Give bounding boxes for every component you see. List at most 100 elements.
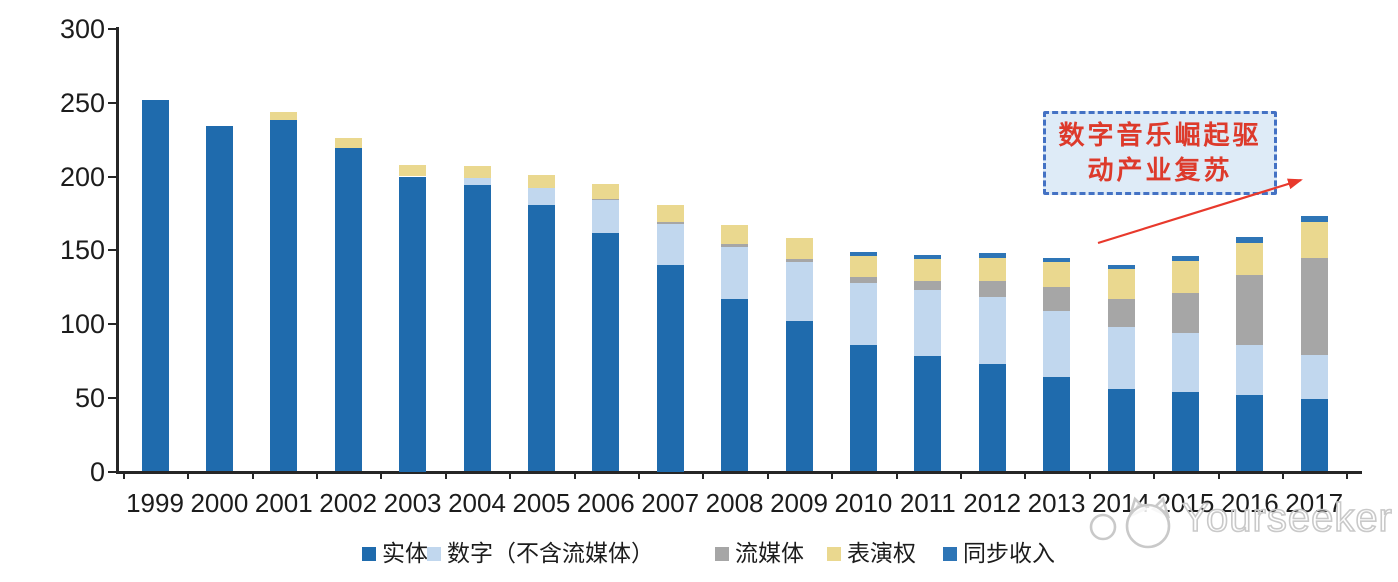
legend-label-digital: 数字（不含流媒体） bbox=[447, 541, 654, 567]
x-label-2010: 2010 bbox=[834, 488, 893, 518]
bar-2014-sync bbox=[1107, 265, 1135, 270]
legend-label-performance: 表演权 bbox=[847, 541, 916, 567]
bar-2011-performance bbox=[914, 259, 942, 282]
bar-2008-digital bbox=[721, 247, 749, 299]
y-label-100: 100 bbox=[59, 309, 105, 339]
x-tick-3 bbox=[316, 472, 318, 479]
y-tick-0 bbox=[108, 470, 117, 473]
watermark-brand: Yourseeker bbox=[1181, 495, 1393, 541]
x-tick-8 bbox=[638, 472, 640, 479]
bar-2002-performance bbox=[334, 138, 362, 149]
x-label-2007: 2007 bbox=[641, 488, 700, 518]
x-tick-5 bbox=[444, 472, 447, 479]
x-label-2003: 2003 bbox=[383, 488, 442, 518]
bar-2008-streaming bbox=[721, 244, 749, 248]
bar-2006-digital bbox=[592, 200, 620, 233]
x-label-2005: 2005 bbox=[512, 488, 571, 518]
bar-2009-performance bbox=[785, 238, 813, 260]
y-tick-150 bbox=[108, 249, 117, 252]
x-label-2013: 2013 bbox=[1027, 488, 1086, 518]
legend-swatch-performance bbox=[827, 547, 841, 561]
bar-2009-digital bbox=[785, 262, 813, 322]
bar-2005-physical bbox=[527, 204, 555, 472]
bar-2003-physical bbox=[399, 176, 427, 472]
bar-2016-digital bbox=[1236, 344, 1264, 395]
bar-2015-performance bbox=[1171, 260, 1199, 293]
bar-2003-performance bbox=[399, 164, 427, 177]
y-tick-50 bbox=[108, 396, 117, 399]
y-axis-line bbox=[116, 27, 119, 474]
x-axis-line bbox=[116, 471, 1362, 474]
x-tick-6 bbox=[509, 472, 512, 479]
x-tick-7 bbox=[573, 472, 576, 479]
bar-2012-performance bbox=[978, 257, 1006, 282]
x-tick-1 bbox=[187, 472, 190, 479]
bar-2008-physical bbox=[721, 298, 749, 472]
x-tick-19 bbox=[1346, 472, 1349, 479]
y-tick-100 bbox=[108, 323, 117, 325]
bar-2012-sync bbox=[978, 253, 1006, 258]
legend-swatch-streaming bbox=[715, 547, 729, 561]
x-label-2000: 2000 bbox=[190, 488, 249, 518]
bar-2013-performance bbox=[1043, 262, 1071, 288]
bar-2010-streaming bbox=[849, 276, 877, 283]
x-label-2009: 2009 bbox=[770, 488, 828, 518]
bar-2004-performance bbox=[463, 166, 491, 178]
x-tick-12 bbox=[895, 472, 898, 479]
legend-label-physical: 实体 bbox=[382, 541, 428, 567]
legend-item-performance: 表演权 bbox=[827, 540, 916, 569]
legend-swatch-sync bbox=[943, 547, 957, 561]
bar-2006-performance bbox=[592, 183, 620, 199]
legend-swatch-physical bbox=[362, 547, 376, 561]
x-label-2006: 2006 bbox=[576, 488, 635, 518]
bar-2007-physical bbox=[656, 265, 684, 472]
x-tick-10 bbox=[766, 472, 769, 479]
cat-logo-icon bbox=[1089, 496, 1171, 549]
annotation-text-line1: 数字音乐崛起驱 bbox=[1058, 121, 1262, 151]
y-label-200: 200 bbox=[59, 161, 105, 192]
y-tick-200 bbox=[108, 175, 117, 178]
legend-item-digital: 数字（不含流媒体） bbox=[427, 540, 654, 569]
bar-2000-physical bbox=[205, 126, 233, 472]
bar-2013-digital bbox=[1043, 310, 1071, 378]
bar-2010-performance bbox=[849, 256, 877, 277]
bar-2010-digital bbox=[849, 282, 877, 345]
bar-2004-physical bbox=[463, 185, 491, 472]
bar-2013-physical bbox=[1043, 377, 1071, 472]
y-label-0: 0 bbox=[89, 456, 105, 487]
x-tick-11 bbox=[831, 472, 834, 479]
bar-2011-physical bbox=[914, 356, 942, 472]
legend-label-streaming: 流媒体 bbox=[735, 541, 804, 567]
x-tick-9 bbox=[702, 472, 705, 479]
x-label-1999: 1999 bbox=[126, 488, 184, 518]
bar-2011-streaming bbox=[914, 281, 942, 291]
bar-2012-digital bbox=[978, 297, 1006, 364]
bar-2017-digital bbox=[1300, 354, 1328, 400]
y-label-300: 300 bbox=[59, 14, 105, 44]
watermark: Yourseeker bbox=[1086, 494, 1393, 550]
x-label-2002: 2002 bbox=[319, 488, 378, 518]
annotation-text-line2: 动产业复苏 bbox=[1087, 156, 1233, 186]
x-label-2004: 2004 bbox=[448, 488, 506, 518]
bar-2011-digital bbox=[914, 290, 942, 357]
bar-2014-streaming bbox=[1107, 298, 1135, 327]
bar-2015-sync bbox=[1171, 256, 1199, 261]
legend-swatch-digital bbox=[427, 547, 441, 561]
x-tick-14 bbox=[1024, 472, 1027, 479]
x-tick-17 bbox=[1217, 472, 1220, 479]
y-label-50: 50 bbox=[74, 382, 105, 413]
bar-2016-performance bbox=[1236, 242, 1264, 276]
bar-2008-performance bbox=[721, 225, 749, 245]
bar-2015-digital bbox=[1171, 332, 1199, 392]
bar-2012-physical bbox=[978, 363, 1006, 472]
bar-2012-streaming bbox=[978, 281, 1006, 298]
bar-2007-digital bbox=[656, 223, 684, 265]
legend-item-sync: 同步收入 bbox=[943, 540, 1055, 569]
x-label-2012: 2012 bbox=[963, 488, 1022, 518]
bar-2001-performance bbox=[270, 111, 298, 121]
bar-2016-sync bbox=[1236, 236, 1264, 243]
y-label-150: 150 bbox=[59, 235, 105, 266]
bar-1999-physical bbox=[141, 99, 169, 472]
x-label-2001: 2001 bbox=[254, 488, 313, 518]
